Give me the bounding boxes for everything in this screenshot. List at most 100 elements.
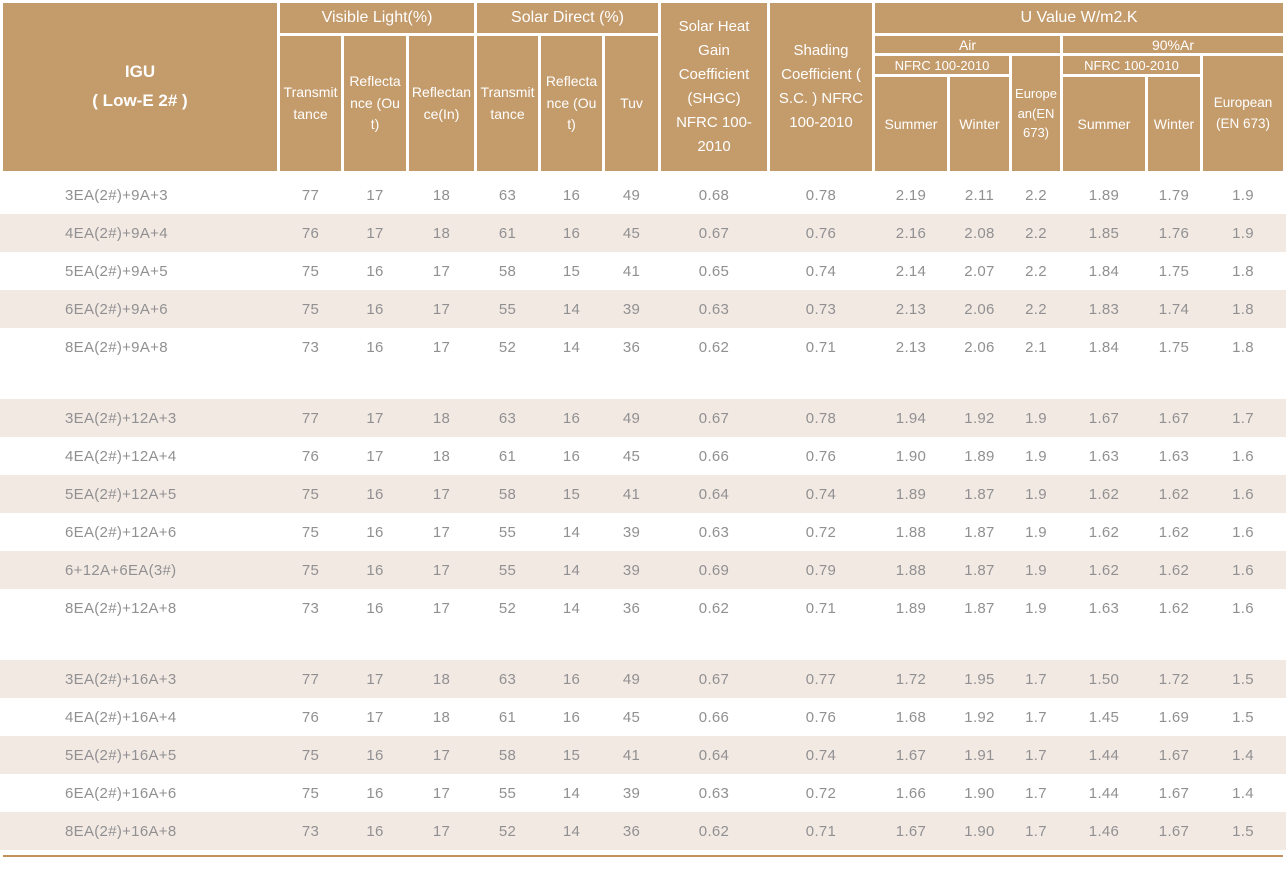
cell-value: 58 [498, 262, 517, 280]
cell-value: 14 [562, 338, 581, 356]
cell-value: 1.79 [1158, 186, 1190, 204]
cell-value: 1.9 [1025, 599, 1047, 617]
sd-transmittance-header: Transmittance [477, 36, 538, 171]
cell-value: 1.76 [1158, 224, 1190, 242]
igu-column-header: IGU ( Low-E 2# ) [3, 3, 277, 171]
cell-value: 0.63 [698, 300, 730, 318]
cell-value: 49 [622, 186, 641, 204]
cell-value: 73 [301, 599, 320, 617]
cell-value: 52 [498, 599, 517, 617]
cell-value: 63 [498, 670, 517, 688]
cell-value: 0.66 [698, 708, 730, 726]
visible-light-group-header: Visible Light(%) [280, 3, 474, 33]
cell-value: 45 [622, 708, 641, 726]
solar-direct-group-header: Solar Direct (%) [477, 3, 658, 33]
cell-value: 2.1 [1025, 338, 1047, 356]
cell-value: 1.88 [895, 523, 927, 541]
cell-value: 1.87 [964, 561, 995, 579]
air-nfrc-header: NFRC 100-2010 [875, 56, 1009, 74]
cell-value: 15 [562, 485, 581, 503]
cell-value: 2.16 [895, 224, 927, 242]
cell-value: 1.7 [1025, 708, 1047, 726]
cell-value: 2.2 [1025, 262, 1047, 280]
cell-value: 1.9 [1025, 409, 1047, 427]
row-label: 8EA(2#)+16A+8 [65, 822, 177, 840]
table-row: 4EA(2#)+12A+4 76 17 18 61 16 45 0.66 0.76 1.90 1.8… [0, 437, 1286, 475]
cell-value: 76 [301, 708, 320, 726]
cell-value: 2.14 [895, 262, 927, 280]
bottom-rule [3, 855, 1283, 857]
cell-value: 61 [498, 708, 517, 726]
cell-value: 2.08 [964, 224, 995, 242]
cell-value: 75 [301, 262, 320, 280]
cell-value: 39 [622, 784, 641, 802]
cell-value: 1.67 [895, 746, 927, 764]
row-label: 4EA(2#)+12A+4 [65, 447, 177, 465]
cell-value: 36 [622, 338, 641, 356]
cell-value: 41 [622, 262, 641, 280]
cell-value: 1.83 [1088, 300, 1120, 318]
cell-value: 0.76 [805, 447, 837, 465]
cell-value: 77 [301, 186, 320, 204]
cell-value: 1.5 [1232, 670, 1254, 688]
cell-value: 16 [562, 224, 581, 242]
cell-value: 2.06 [964, 338, 995, 356]
cell-value: 0.63 [698, 784, 730, 802]
cell-value: 17 [366, 447, 384, 465]
cell-value: 1.9 [1025, 561, 1047, 579]
table-row: 4EA(2#)+16A+4 76 17 18 61 16 45 0.66 0.76 1.68 1.9… [0, 698, 1286, 736]
cell-value: 0.64 [698, 746, 730, 764]
cell-value: 14 [562, 822, 581, 840]
cell-value: 1.75 [1158, 338, 1190, 356]
cell-value: 1.62 [1088, 523, 1120, 541]
cell-value: 1.69 [1158, 708, 1190, 726]
table-row: 5EA(2#)+9A+5 75 16 17 58 15 41 0.65 0.74 2.14 2.07… [0, 252, 1286, 290]
cell-value: 1.87 [964, 485, 995, 503]
u-value-group-header: U Value W/m2.K [875, 3, 1283, 33]
argon-european-header: European (EN 673) [1203, 56, 1283, 171]
vl-reflectance-out-header: Reflectance (Out) [344, 36, 406, 171]
cell-value: 1.63 [1088, 447, 1120, 465]
igu-subtitle: ( Low-E 2# ) [92, 91, 188, 110]
cell-value: 1.89 [895, 599, 927, 617]
cell-value: 1.8 [1232, 262, 1254, 280]
cell-value: 1.90 [964, 822, 995, 840]
cell-value: 1.46 [1088, 822, 1120, 840]
row-label: 3EA(2#)+9A+3 [65, 186, 168, 204]
cell-value: 1.68 [895, 708, 927, 726]
cell-value: 1.62 [1158, 561, 1190, 579]
cell-value: 61 [498, 224, 517, 242]
cell-value: 75 [301, 485, 320, 503]
cell-value: 63 [498, 409, 517, 427]
cell-value: 15 [562, 262, 581, 280]
cell-value: 14 [562, 561, 581, 579]
cell-value: 17 [432, 485, 451, 503]
cell-value: 17 [432, 822, 451, 840]
row-label: 3EA(2#)+12A+3 [65, 409, 177, 427]
cell-value: 18 [432, 670, 451, 688]
cell-value: 1.91 [964, 746, 995, 764]
cell-value: 77 [301, 670, 320, 688]
cell-value: 1.63 [1158, 447, 1190, 465]
cell-value: 1.7 [1232, 409, 1254, 427]
cell-value: 1.94 [895, 409, 927, 427]
cell-value: 2.06 [964, 300, 995, 318]
cell-value: 1.4 [1232, 784, 1254, 802]
cell-value: 75 [301, 746, 320, 764]
cell-value: 17 [366, 186, 384, 204]
cell-value: 17 [432, 561, 451, 579]
cell-value: 1.74 [1158, 300, 1190, 318]
table-row: 6+12A+6EA(3#) 75 16 17 55 14 39 0.69 0.79 1.88 1.8… [0, 551, 1286, 589]
cell-value: 1.7 [1025, 746, 1047, 764]
cell-value: 16 [366, 300, 384, 318]
table-row: 5EA(2#)+12A+5 75 16 17 58 15 41 0.64 0.74 1.89 1.8… [0, 475, 1286, 513]
cell-value: 2.2 [1025, 300, 1047, 318]
argon-summer-header: Summer [1063, 77, 1145, 171]
cell-value: 1.89 [895, 485, 927, 503]
cell-value: 17 [366, 708, 384, 726]
cell-value: 1.7 [1025, 784, 1047, 802]
argon-winter-header: Winter [1148, 77, 1200, 171]
cell-value: 0.65 [698, 262, 730, 280]
cell-value: 1.67 [1158, 409, 1190, 427]
cell-value: 41 [622, 485, 641, 503]
